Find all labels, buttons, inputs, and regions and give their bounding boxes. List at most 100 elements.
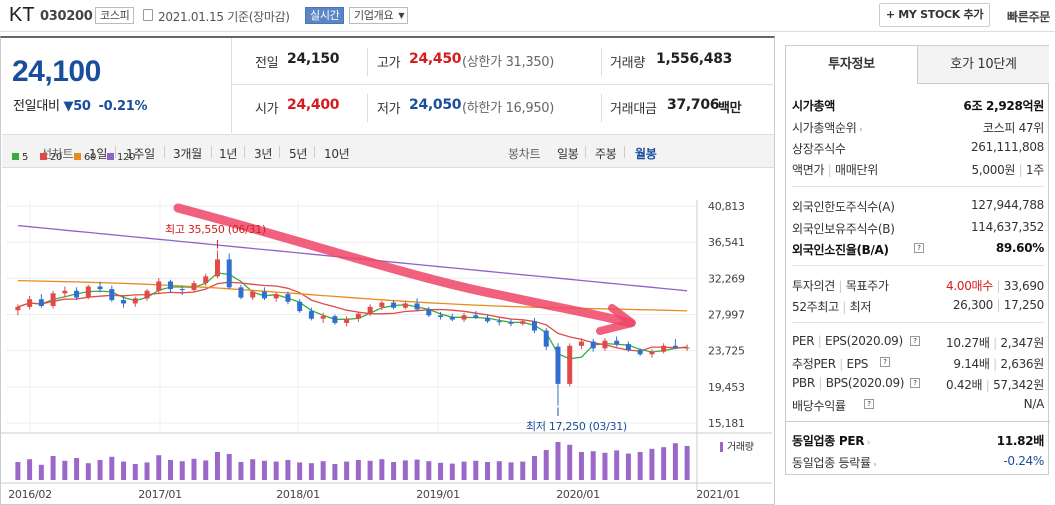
candle-body [261,291,267,299]
info-icon[interactable]: ? [880,357,890,367]
candle-body [590,341,596,349]
volume-bar [637,452,643,480]
market-badge: 코스피 [95,7,135,24]
volume-legend-label: 거래량 [727,441,754,453]
legend-ma20: 20 [40,152,62,163]
candle-body [191,283,197,290]
tab-investment-info[interactable]: 투자정보 [786,46,917,84]
top-bar: KT 030200 코스피 2021.01.15 기준(장마감) 실시간 기업개… [0,0,1055,32]
company-info-label: 기업개요 [354,9,394,22]
x-tick-label: 2018/01 [276,488,320,501]
market-cap-value: 6조 2,928억원 [963,99,1044,113]
period-1y[interactable]: 1년 [219,147,238,161]
company-info-button[interactable]: 기업개요 ▼ [349,7,409,24]
volume-bar [672,443,678,480]
market-cap-label: 시가총액 [792,99,835,113]
candle-day[interactable]: 일봉 [557,147,579,161]
legend-ma5: 5 [12,152,28,163]
volume-bar [156,455,162,480]
candle-body [520,321,526,324]
rank-value: 코스피 47위 [982,121,1044,135]
y-tick-label: 23,725 [708,345,745,358]
candle-body [531,321,537,331]
candle-body [684,347,690,349]
candle-body [543,330,549,347]
per-label: PER [792,334,815,348]
volume-bar [578,452,584,480]
period-10y[interactable]: 10년 [324,147,350,161]
date-text: 2021.01.15 기준(장마감) [158,10,290,24]
opinion-label: 투자의견 [792,279,835,293]
volume-bar [555,442,561,480]
target-label: 목표주가 [845,279,889,293]
help-icon[interactable]: › [856,125,863,135]
est-per-label: 추정PER [792,357,836,371]
candle-body [179,289,185,291]
candle-body [332,316,338,323]
low-label: 저가 [377,102,401,117]
volume-bar [391,462,397,480]
info-icon[interactable]: ? [910,336,920,346]
quote-panel: 24,100 전일대비 ▼50 -0.21% 전일 24,150 고가 24,4… [0,36,775,505]
volume-bar [15,462,21,480]
volume-bar [531,456,537,480]
volume-value: 1,556,483 [656,51,733,67]
shares-label: 상장주식수 [792,142,846,156]
low-value: 24,050 [409,97,462,113]
w52-high-label: 52주최고 [792,300,839,314]
candle-body [578,341,584,346]
stock-chart[interactable]: 40,813 36,541 32,269 27,997 23,725 19,453 15,1… [0,190,775,505]
candle-body [168,281,174,290]
candle-body [27,299,33,307]
target-value: 33,690 [1003,279,1045,293]
period-1w[interactable]: 1주일 [126,147,155,161]
candle-body [461,315,467,320]
foreign-limit-label: 외국인한도주식수(A) [792,200,895,214]
industry-per-value: 11.82배 [996,434,1045,448]
volume-bar [238,462,244,480]
bps-label: BPS(2020.09) [825,376,905,390]
realtime-button[interactable]: 실시간 [305,7,345,24]
legend-ma120: 120 [107,152,135,163]
candle-body [297,301,303,312]
est-per-value: 9.14배 [953,357,990,371]
volume-bar [50,456,56,480]
candle-body [379,302,385,307]
candle-body [273,294,279,299]
help-icon[interactable]: › [864,438,871,448]
candle-month[interactable]: 월봉 [635,147,657,161]
industry-rate-label: 동일업종 등락률 [792,456,871,470]
quick-order-link[interactable]: 빠른주문 [1007,10,1050,24]
candle-body [367,306,373,314]
volume-bar [168,460,174,480]
period-1d[interactable]: 1일 [89,147,108,161]
mystock-add-button[interactable]: + MY STOCK 추가 [879,3,990,27]
change-value: 50 [73,99,91,114]
candle-week[interactable]: 주봉 [595,147,617,161]
period-3m[interactable]: 3개월 [173,147,202,161]
info-icon[interactable]: ? [914,243,924,253]
volume-bar [543,450,549,480]
current-price: 24,100 [12,55,101,88]
info-icon[interactable]: ? [910,378,920,388]
info-icon[interactable]: ? [864,399,874,409]
volume-bar [590,451,596,480]
legend-swatch [107,153,114,160]
industry-rate-value: -0.24% [1003,454,1044,468]
period-3y[interactable]: 3년 [254,147,273,161]
candle-body [485,317,491,322]
candle-body [74,290,80,298]
help-icon[interactable]: › [870,460,877,470]
volume-bar [27,459,33,480]
candle-body [320,316,326,319]
y-tick-label: 15,181 [708,417,745,430]
x-tick-label: 2017/01 [138,488,182,501]
volume-bar [261,460,267,480]
candle-body [85,286,91,298]
tab-orderbook[interactable]: 호가 10단계 [917,46,1049,84]
prev-close-value: 24,150 [287,51,340,67]
volume-bar [250,459,256,480]
period-5y[interactable]: 5년 [289,147,308,161]
candle-body [402,303,408,308]
candle-body [602,340,608,349]
